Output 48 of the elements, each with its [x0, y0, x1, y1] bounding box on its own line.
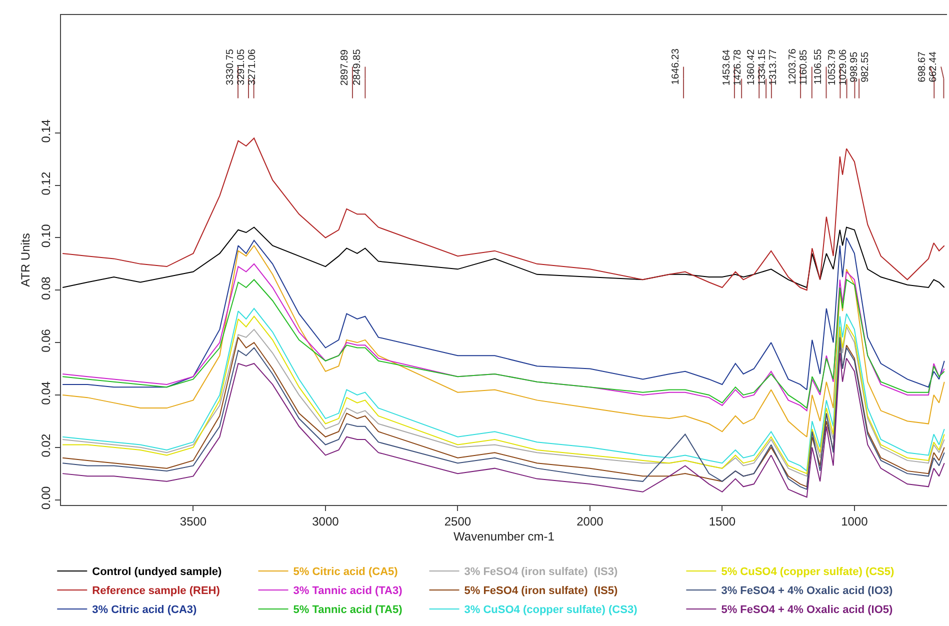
- x-tick-label: 1000: [841, 514, 868, 528]
- ref-line-label: 3330.75: [224, 48, 236, 86]
- ref-line-label: 3291.05: [236, 48, 247, 86]
- legend-label: 5% FeSO4 (iron sulfate) (IS5): [464, 585, 618, 598]
- y-tick-label: 0.06: [39, 328, 54, 352]
- ref-line-label: 662.44: [928, 51, 939, 82]
- ref-line-label: 1106.55: [813, 48, 824, 84]
- ref-line-label: 2897.89: [339, 49, 350, 86]
- x-tick-label: 2000: [576, 514, 604, 528]
- x-tick-label: 1500: [708, 514, 736, 528]
- x-axis-title: Wavenumber cm-1: [454, 529, 555, 544]
- y-tick-label: 0.08: [39, 276, 54, 300]
- y-tick-label: 0.00: [39, 486, 54, 510]
- y-axis-title: ATR Units: [18, 233, 32, 287]
- ref-line-label: 1203.76: [787, 48, 798, 85]
- y-tick-label: 0.04: [39, 381, 54, 405]
- ref-line-label: 3271.06: [246, 48, 258, 86]
- ref-line-label: 1453.64: [721, 49, 732, 86]
- legend-label: 5% Tannic acid (TA5): [293, 604, 403, 616]
- legend-label: 3% FeSO4 + 4% Oxalic acid (IO3): [721, 585, 894, 598]
- legend-label: Control (undyed sample): [92, 566, 222, 578]
- y-tick-label: 0.12: [39, 172, 54, 196]
- legend-label: 5% FeSO4 + 4% Oxalic acid (IO5): [721, 604, 894, 616]
- y-tick-label: 0.10: [39, 224, 54, 248]
- x-tick-label: 3000: [312, 514, 340, 528]
- legend-label: Reference sample (REH): [92, 585, 220, 598]
- ref-line-label: 998.95: [849, 51, 860, 82]
- legend-label: 3% Citric acid (CA3): [92, 604, 198, 616]
- legend-label: 5% CuSO4 (copper sulfate) (CS5): [721, 566, 895, 578]
- ref-line-label: 1426.78: [732, 49, 744, 86]
- ref-line-label: 1360.42: [746, 48, 757, 86]
- ref-line-label: 2849.85: [352, 48, 363, 86]
- ref-line-label: 698.67: [916, 51, 928, 82]
- y-tick-label: 0.02: [39, 434, 54, 458]
- ref-line-label: 1646.23: [670, 48, 682, 85]
- x-tick-label: 2500: [444, 514, 472, 528]
- ref-line-label: 1334.15: [756, 48, 768, 86]
- legend-label: 5% Citric acid (CA5): [293, 566, 398, 578]
- legend-label: 3% CuSO4 (copper sulfate) (CS3): [464, 604, 638, 616]
- y-tick-label: 0.14: [39, 119, 54, 143]
- ref-line-label: 1053.79: [827, 48, 838, 86]
- x-tick-label: 3500: [180, 514, 207, 528]
- legend-label: 3% Tannic acid (TA3): [293, 585, 403, 598]
- ref-line-label: 982.55: [860, 51, 872, 82]
- ref-line-label: 1029.06: [838, 48, 850, 86]
- ref-line-label: 1160.85: [798, 49, 810, 86]
- ref-line-label: 1313.77: [768, 48, 779, 86]
- legend-label: 3% FeSO4 (iron sulfate) (IS3): [464, 566, 618, 578]
